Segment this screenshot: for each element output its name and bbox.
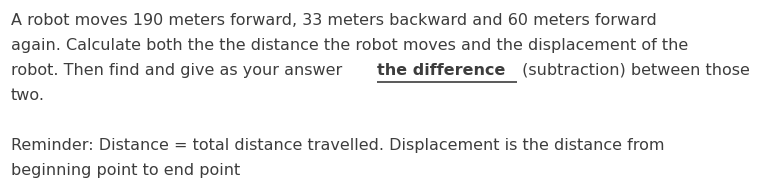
Text: (subtraction) between those: (subtraction) between those xyxy=(517,63,750,78)
Text: robot. Then find and give as your answer: robot. Then find and give as your answer xyxy=(11,63,347,78)
Text: the difference: the difference xyxy=(377,63,505,78)
Text: beginning point to end point: beginning point to end point xyxy=(11,163,240,178)
Text: Reminder: Distance = total distance travelled. Displacement is the distance from: Reminder: Distance = total distance trav… xyxy=(11,138,664,153)
Text: again. Calculate both the the distance the robot moves and the displacement of t: again. Calculate both the the distance t… xyxy=(11,38,688,53)
Text: two.: two. xyxy=(11,88,45,103)
Text: A robot moves 190 meters forward, 33 meters backward and 60 meters forward: A robot moves 190 meters forward, 33 met… xyxy=(11,13,657,28)
